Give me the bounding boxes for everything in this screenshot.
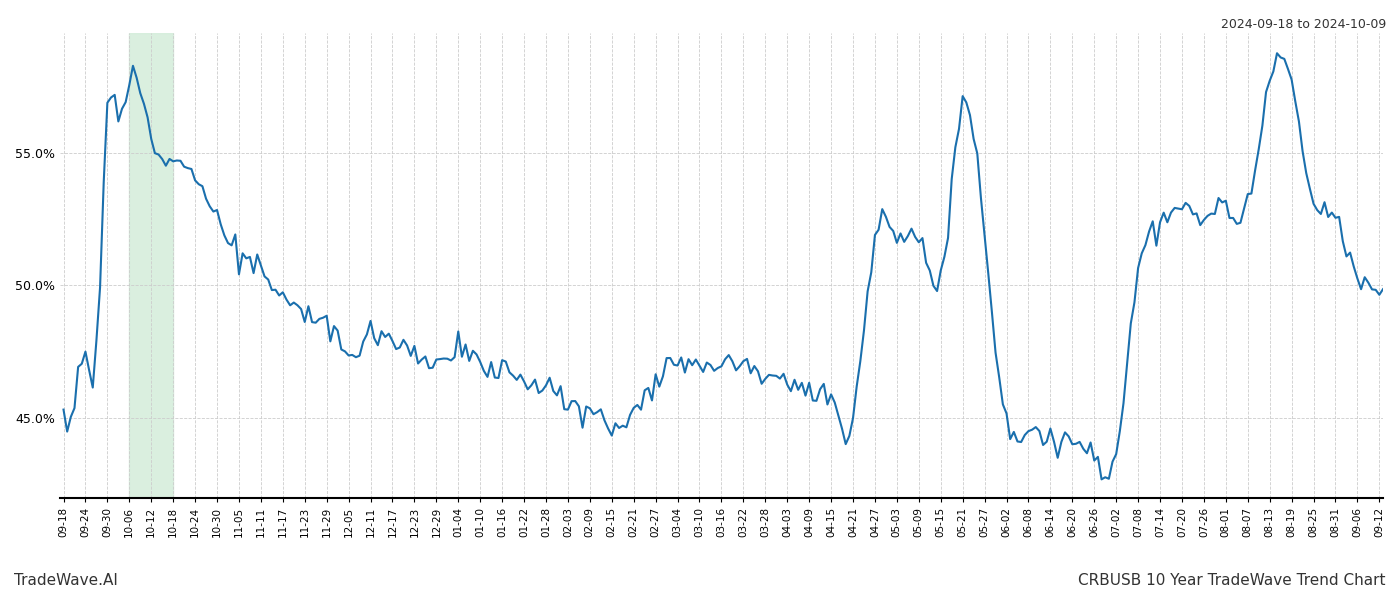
Text: CRBUSB 10 Year TradeWave Trend Chart: CRBUSB 10 Year TradeWave Trend Chart	[1078, 573, 1386, 588]
Text: 2024-09-18 to 2024-10-09: 2024-09-18 to 2024-10-09	[1221, 18, 1386, 31]
Bar	[129, 33, 174, 498]
Text: TradeWave.AI: TradeWave.AI	[14, 573, 118, 588]
